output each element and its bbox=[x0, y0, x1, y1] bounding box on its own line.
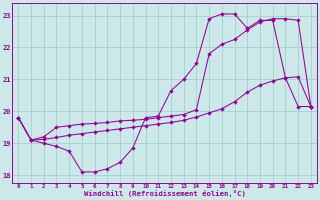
X-axis label: Windchill (Refroidissement éolien,°C): Windchill (Refroidissement éolien,°C) bbox=[84, 190, 245, 197]
